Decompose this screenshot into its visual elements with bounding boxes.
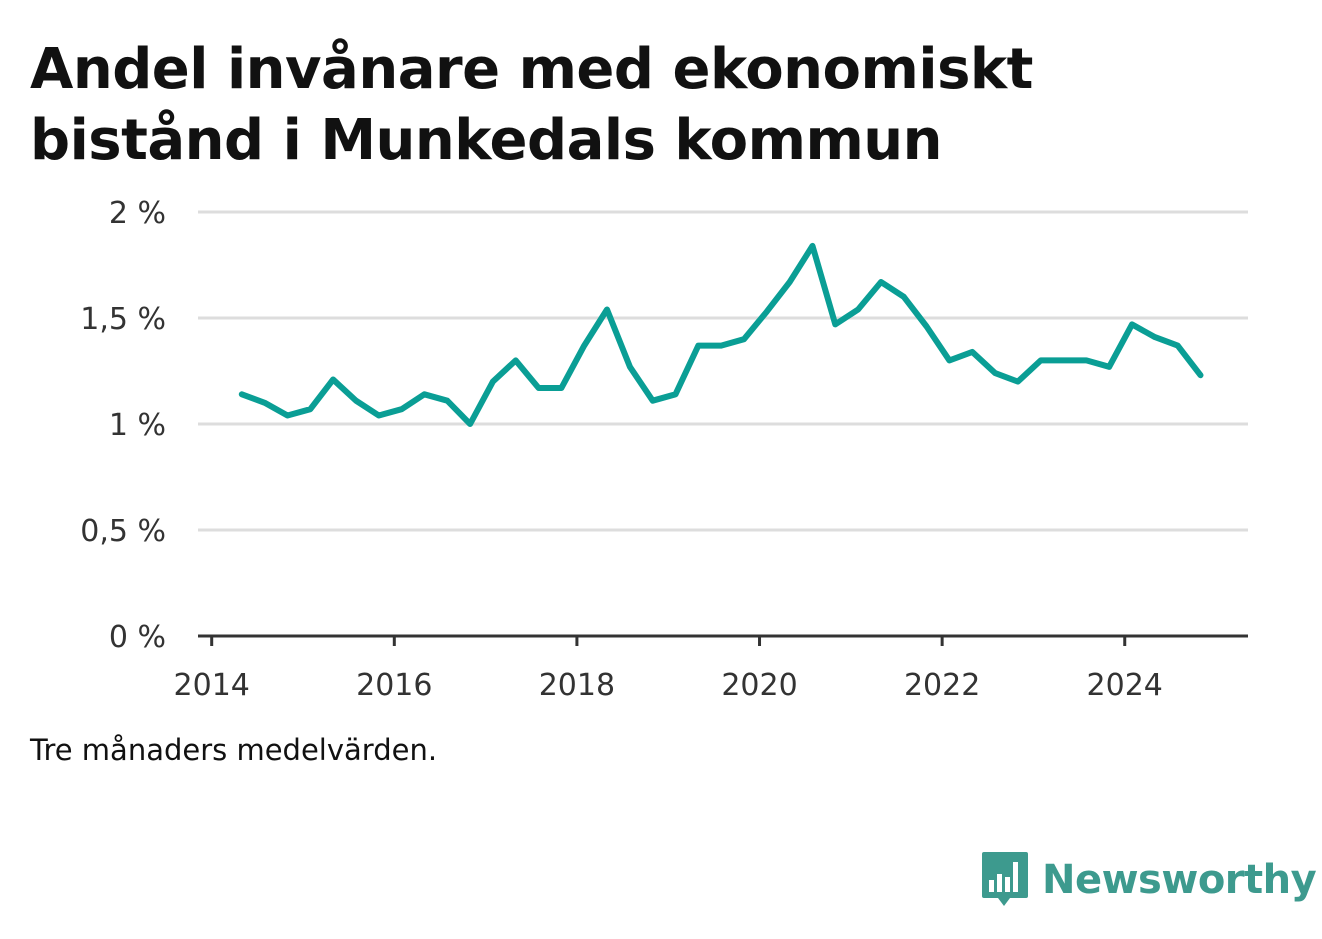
gridlines (198, 210, 1248, 532)
y-tick-label: 0,5 % (80, 514, 166, 549)
x-tick-label: 2020 (721, 668, 797, 703)
bar-chart-speech-bubble-icon (982, 852, 1028, 906)
y-tick-label: 1,5 % (80, 302, 166, 337)
x-tick-label: 2018 (539, 668, 615, 703)
footnote: Tre månaders medelvärden. (30, 733, 438, 767)
x-tick-label: 2014 (174, 668, 250, 703)
x-tick-label: 2024 (1087, 668, 1163, 703)
chart-title: Andel invånare med ekonomiskt bistånd i … (30, 37, 1033, 173)
y-axis-tick-labels: 0 % 0,5 % 1 % 1,5 % 2 % (80, 196, 166, 655)
x-tick-label: 2016 (356, 668, 432, 703)
y-tick-label: 1 % (109, 408, 166, 443)
x-axis: 2014 2016 2018 2020 2022 2024 (174, 634, 1248, 703)
brand-logo: Newsworthy (980, 850, 1317, 910)
x-tick-label: 2022 (904, 668, 980, 703)
series-line (238, 242, 1204, 427)
y-tick-label: 2 % (109, 196, 166, 231)
y-tick-label: 0 % (109, 620, 166, 655)
data-series (238, 242, 1204, 427)
brand-name: Newsworthy (1042, 857, 1317, 903)
